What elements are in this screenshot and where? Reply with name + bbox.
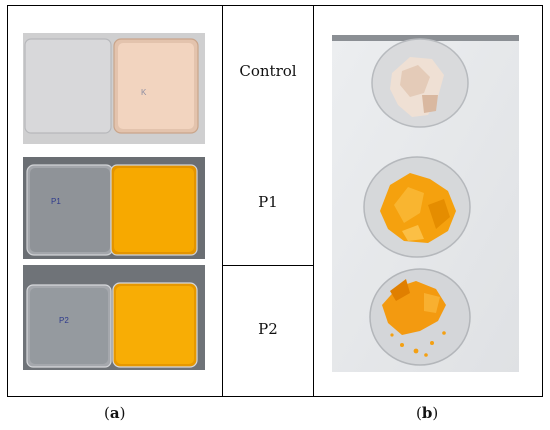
p1-dish-mark: P1 (51, 197, 61, 206)
caption-a-letter: a (109, 404, 120, 422)
caption-b-close: ) (432, 404, 439, 422)
p2-dish-mark: P2 (59, 316, 69, 325)
label-p1: P1 (258, 193, 278, 211)
petri-dishes-photo (332, 35, 519, 372)
label-control: Control (239, 62, 297, 80)
figure-frame (7, 5, 543, 397)
p1-film-photo: P1 (23, 157, 205, 259)
p2-film-photo: P2 (23, 265, 205, 370)
caption-b-open: ( (416, 404, 422, 422)
caption-a-close: ) (119, 404, 126, 422)
caption-a-open: ( (104, 404, 110, 422)
divider-left (222, 5, 223, 397)
caption-b: (b) (416, 404, 438, 422)
control-dish-mark: K (141, 88, 147, 97)
label-p2: P2 (258, 320, 278, 338)
divider-right (313, 5, 314, 397)
caption-b-letter: b (421, 404, 433, 422)
control-film-photo: K (23, 33, 205, 144)
divider-p1-p2 (222, 265, 314, 266)
caption-a: (a) (104, 404, 125, 422)
